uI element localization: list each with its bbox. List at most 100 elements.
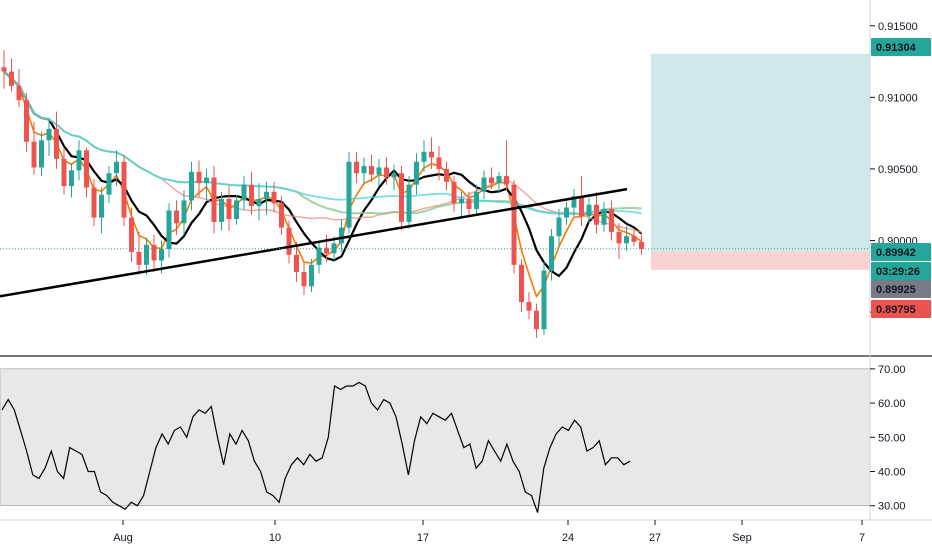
candle-body — [444, 168, 449, 182]
price-badges: 0.91304 0.89942 03:29:26 0.89925 0.89795 — [871, 38, 931, 318]
price-badge-label: 0.89795 — [876, 304, 916, 316]
candle-body — [504, 176, 509, 185]
candle-body — [189, 171, 194, 201]
trendline[interactable] — [0, 187, 628, 298]
long-position-tool[interactable] — [651, 53, 870, 270]
candle-body — [624, 236, 629, 244]
candle-body — [496, 176, 502, 184]
time-tick-label: 24 — [562, 532, 574, 544]
candle-body — [631, 236, 637, 242]
rsi-tick-label: 30.00 — [878, 501, 906, 513]
candle-body — [571, 196, 577, 208]
price-tick-label: 0.91000 — [878, 92, 918, 104]
candle-body — [579, 196, 584, 217]
candle-body — [114, 161, 119, 174]
loss-zone — [651, 251, 870, 270]
candle-body — [429, 151, 434, 158]
candle-body — [376, 167, 382, 175]
candle-body — [459, 198, 464, 204]
rsi-tick-label: 40.00 — [878, 467, 906, 479]
candle-body — [39, 140, 44, 168]
candle-body — [436, 157, 442, 169]
candle-body — [159, 249, 164, 261]
candle-body — [46, 128, 52, 141]
price-badge-label: 03:29:26 — [876, 266, 920, 278]
rsi-tick-label: 50.00 — [878, 432, 906, 444]
candle-body — [354, 161, 359, 174]
candle-body — [241, 184, 247, 201]
rsi-band — [0, 368, 871, 507]
candle-body — [549, 236, 554, 271]
candle-body — [84, 150, 89, 188]
candle-body — [466, 198, 472, 209]
candle-body — [256, 198, 262, 207]
price-tick-label: 0.91500 — [878, 21, 918, 33]
candle-body — [106, 173, 112, 195]
candle-body — [369, 166, 374, 175]
candle-body — [384, 167, 389, 178]
rsi-pane[interactable] — [0, 368, 871, 513]
candle-body — [264, 191, 269, 199]
candle-body — [309, 264, 314, 287]
price-badge — [871, 38, 931, 56]
candle-body — [174, 210, 179, 224]
candle-body — [346, 161, 352, 228]
candle-body — [9, 71, 14, 86]
rsi-tick-label: 70.00 — [878, 364, 906, 376]
time-tick-label: 27 — [649, 532, 661, 544]
candle-body — [399, 173, 404, 222]
candle-body — [406, 184, 412, 222]
candle-body — [294, 254, 299, 272]
candle-body — [526, 302, 532, 311]
candle-body — [61, 158, 67, 187]
candlesticks — [1, 50, 644, 338]
candle-body — [616, 231, 622, 244]
candle-body — [541, 270, 547, 330]
candle-body — [1, 67, 7, 72]
candle-body — [339, 227, 344, 244]
candle-body — [234, 200, 239, 220]
candle-body — [226, 198, 232, 220]
time-tick-label: 7 — [859, 532, 865, 544]
moving-average-line — [3, 70, 642, 215]
time-tick-label: 10 — [269, 532, 281, 544]
candle-body — [361, 166, 367, 174]
candle-body — [31, 141, 37, 168]
candle-body — [324, 247, 329, 254]
candle-body — [181, 200, 187, 224]
candle-body — [609, 208, 614, 232]
rsi-tick-label: 60.00 — [878, 398, 906, 410]
candle-body — [564, 207, 569, 218]
time-tick-label: Sep — [732, 532, 752, 544]
candle-body — [489, 177, 494, 184]
candle-body — [414, 161, 419, 185]
candle-body — [16, 85, 22, 101]
candle-body — [481, 177, 487, 192]
candle-body — [301, 271, 307, 287]
profit-zone — [651, 53, 870, 252]
candle-body — [601, 208, 607, 225]
candle-body — [286, 227, 292, 255]
price-badge-label: 0.89942 — [876, 247, 916, 259]
price-pane[interactable] — [0, 0, 870, 355]
price-badge — [871, 243, 931, 261]
candle-body — [196, 171, 202, 184]
candle-body — [474, 191, 479, 209]
candle-body — [151, 244, 157, 261]
time-axis[interactable]: Aug 10 17 24 27 Sep 7 — [0, 519, 932, 544]
candle-body — [91, 187, 97, 218]
rsi-axis-ticks: 70.00 60.00 50.00 40.00 30.00 — [870, 364, 906, 513]
price-tick-label: 0.90500 — [878, 164, 918, 176]
rsi-line — [1, 381, 631, 513]
candle-body — [421, 151, 427, 162]
candle-body — [586, 204, 592, 217]
candle-body — [249, 184, 254, 207]
candle-body — [391, 173, 397, 178]
candle-body — [639, 241, 644, 250]
candle-body — [76, 150, 82, 171]
candle-body — [594, 204, 599, 225]
candle-body — [556, 217, 562, 237]
price-badge — [871, 300, 931, 318]
